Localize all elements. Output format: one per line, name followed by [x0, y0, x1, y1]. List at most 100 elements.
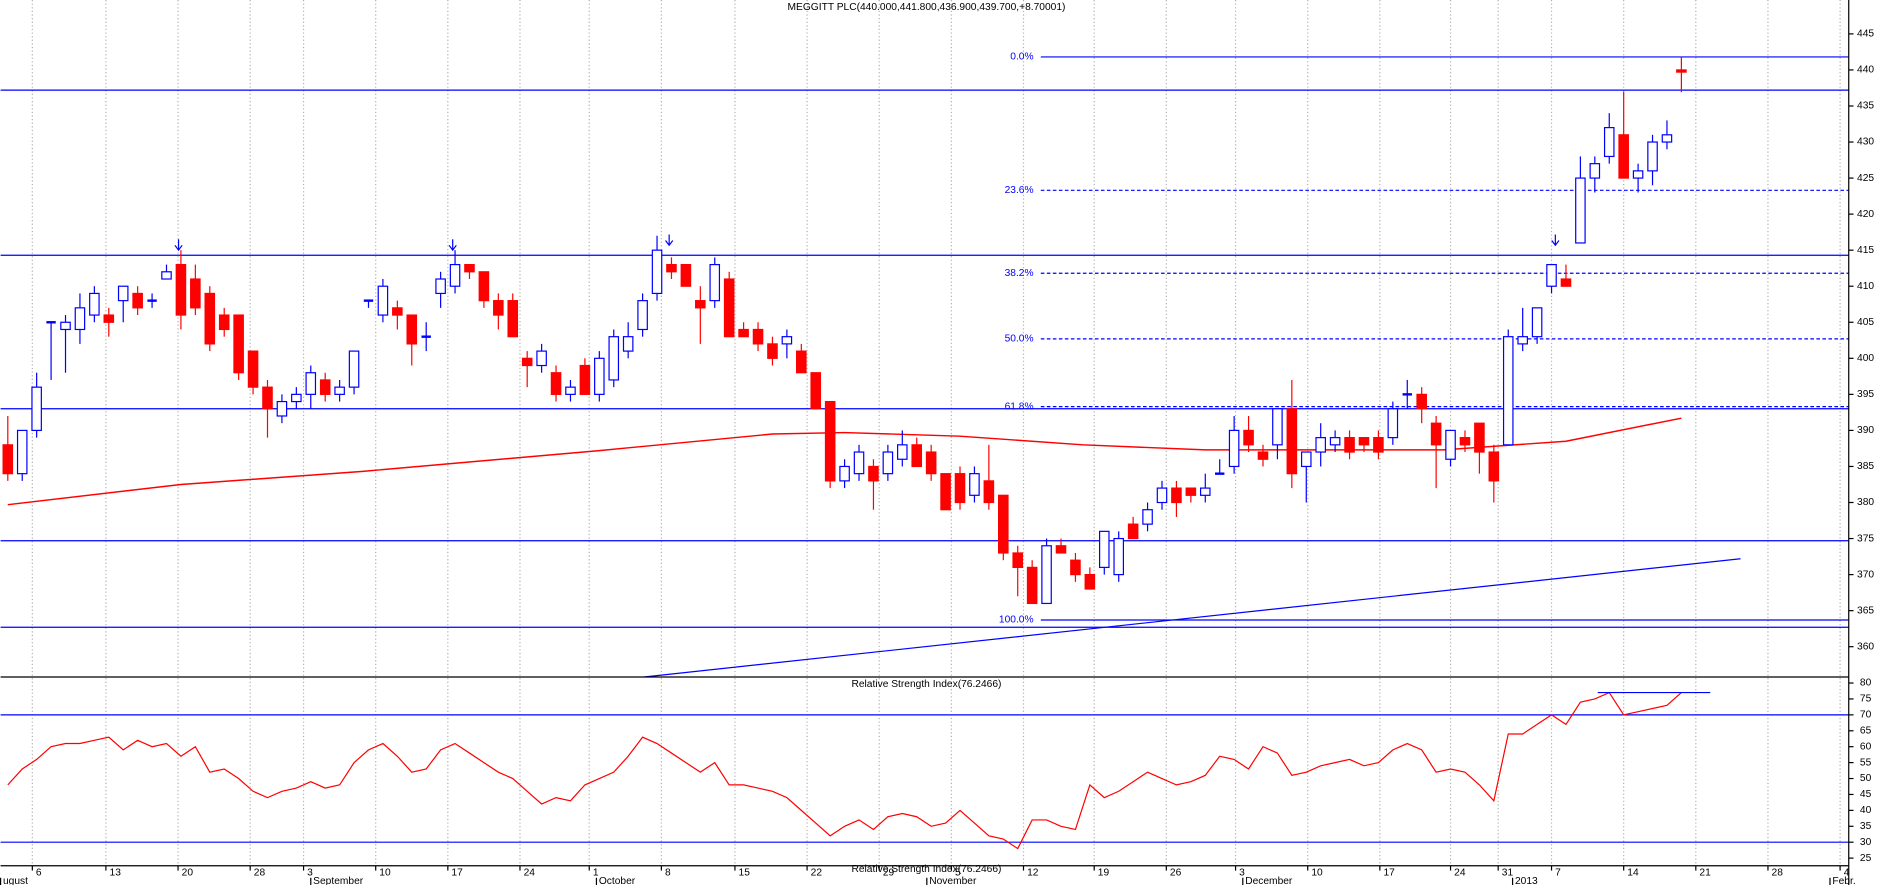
candle-body [392, 307, 403, 316]
candle-body [1517, 336, 1528, 345]
fib-label: 38.2% [1005, 268, 1034, 279]
x-tick-label: 17 [451, 868, 463, 879]
candle-body [1344, 437, 1355, 453]
candle-body [695, 300, 706, 309]
x-tick-label: 21 [1699, 868, 1711, 879]
month-label: December [1245, 876, 1293, 885]
candle-body [218, 314, 230, 331]
rsi-y-tick-label: 75 [1860, 694, 1872, 705]
rsi-y-tick-label: 80 [1860, 678, 1872, 689]
rsi-y-tick-label: 35 [1860, 821, 1872, 832]
x-tick-label: 26 [1170, 868, 1182, 879]
candle-body [723, 278, 735, 338]
y-tick-label: 445 [1857, 29, 1874, 40]
candle-body [969, 473, 980, 496]
y-tick-label: 360 [1857, 641, 1874, 652]
candle-body [233, 314, 244, 374]
x-tick-label: 6 [36, 868, 42, 879]
candle-body [406, 314, 418, 345]
indicator-title-bottom: Relative Strength Index(76.2466) [851, 864, 1001, 875]
candle-body [1041, 545, 1052, 605]
candle-body [810, 372, 822, 410]
candle-body [781, 336, 793, 345]
candle-body [1387, 408, 1399, 439]
candle-body [911, 444, 923, 468]
signal-arrows [174, 234, 1560, 252]
y-tick-label: 385 [1857, 461, 1874, 472]
candle-body [1474, 422, 1485, 453]
x-tick-label: 10 [1311, 868, 1323, 879]
rsi-line [7, 691, 1682, 850]
arrow [448, 239, 457, 252]
x-tick-label: 15 [739, 868, 751, 879]
candle-body [521, 357, 533, 367]
x-tick-label: 1 [593, 868, 599, 879]
y-tick-label: 370 [1857, 569, 1874, 580]
candle-body [262, 386, 273, 410]
candle-body [1127, 523, 1139, 540]
candle-body [1286, 408, 1298, 475]
candle-body [651, 249, 663, 295]
x-tick-label: 8 [665, 868, 671, 879]
candle-body [1488, 451, 1500, 482]
y-tick-label: 415 [1857, 245, 1874, 256]
candle-body [1329, 437, 1341, 446]
candle-body [1185, 487, 1197, 496]
y-tick-label: 375 [1857, 533, 1874, 544]
arrow [665, 234, 674, 247]
candle-body [868, 465, 879, 482]
candle-body [74, 307, 86, 331]
candle-body [16, 429, 28, 475]
candle-body [334, 386, 345, 395]
x-tick-label: 4 [1844, 868, 1850, 879]
marks [0, 56, 1849, 850]
candle-body [1647, 141, 1658, 172]
rsi-y-tick-label: 70 [1860, 710, 1872, 721]
fib-label: 0.0% [1010, 52, 1033, 63]
candle-body [1156, 487, 1168, 504]
candle-body [1055, 545, 1067, 554]
x-tick-label: 24 [1454, 868, 1466, 879]
candle-body [1070, 559, 1081, 576]
candle-body [752, 328, 764, 345]
candle-body [1459, 437, 1471, 446]
candle-body [1171, 487, 1182, 504]
rsi-y-tick-label: 40 [1860, 805, 1872, 816]
candle-body [1315, 437, 1326, 453]
month-label: October [599, 876, 636, 885]
x-tick-label: 7 [1555, 868, 1561, 879]
candle-body [132, 292, 143, 309]
x-tick-label: 28 [1772, 868, 1784, 879]
candle-body [897, 444, 908, 460]
month-label: ugust [3, 876, 28, 885]
y-tick-label: 430 [1857, 137, 1874, 148]
candle-body [1098, 530, 1110, 568]
rsi-y-tick-label: 65 [1860, 725, 1872, 736]
candle-body [103, 314, 115, 323]
y-tick-label: 365 [1857, 605, 1874, 616]
rsi-y-tick-label: 55 [1860, 757, 1872, 768]
candle-body [2, 444, 14, 475]
candle-body [824, 400, 836, 482]
candle-body [1445, 429, 1456, 460]
candle-body [608, 336, 620, 381]
y-tick-label: 380 [1857, 497, 1874, 508]
candle-body [882, 451, 894, 475]
candle-body [175, 263, 187, 316]
candle-body [1531, 307, 1543, 338]
y-tick-label: 420 [1857, 209, 1874, 220]
candle-body [1300, 451, 1312, 468]
candle-body [276, 400, 288, 417]
candle-body [1012, 552, 1024, 568]
candle-body [1661, 134, 1673, 143]
candle-body [449, 263, 461, 287]
candle-body [1272, 408, 1283, 446]
x-tick-label: 20 [182, 868, 194, 879]
candle-body [1228, 429, 1240, 468]
x-tick-label: 28 [254, 868, 266, 879]
candle-body [1373, 437, 1384, 453]
candle-body [853, 451, 865, 475]
candle-body [1430, 422, 1442, 446]
candle-body [1142, 509, 1153, 525]
